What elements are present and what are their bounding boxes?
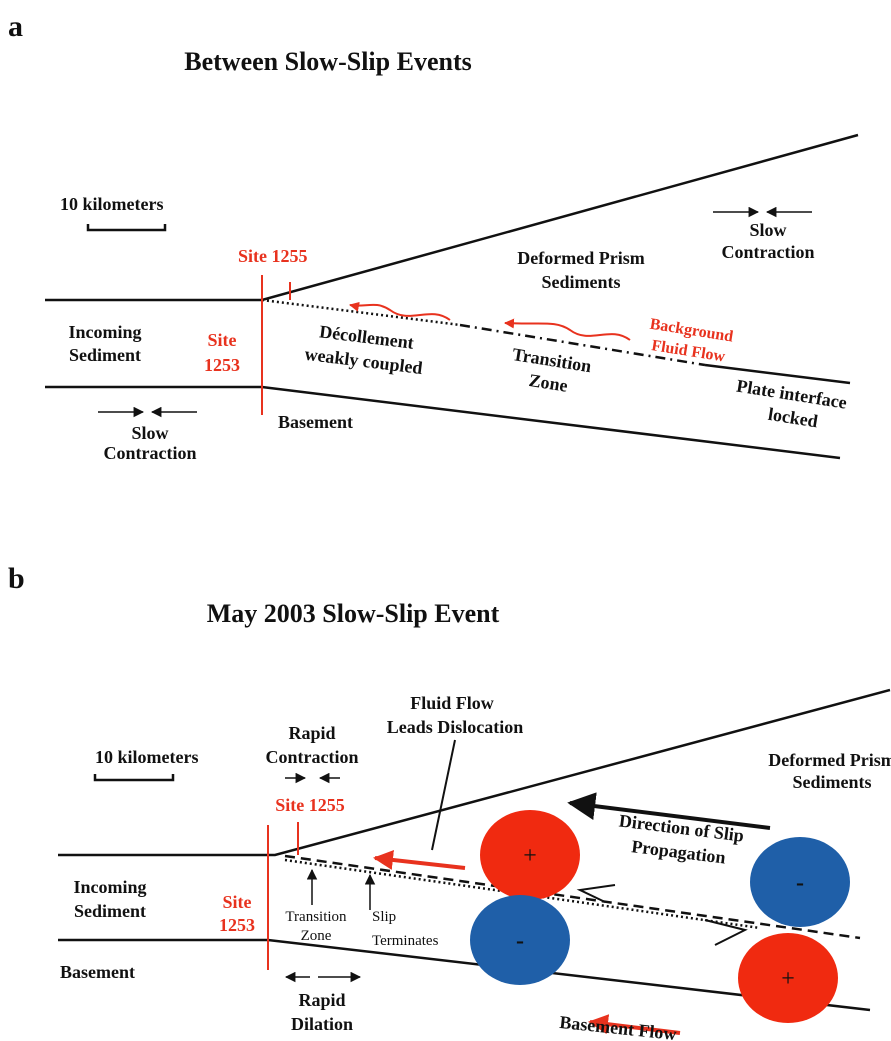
label: Slow [131, 423, 168, 443]
label: Contraction [104, 443, 197, 463]
label: Transition [285, 909, 347, 925]
panel-label: b [8, 562, 25, 595]
site: Site [223, 892, 252, 912]
label: Sediments [792, 772, 871, 792]
label: Zone [301, 928, 332, 944]
label: Rapid [298, 990, 345, 1010]
label: Zone [527, 370, 569, 396]
label: Deformed Prism [517, 248, 644, 268]
scale: 10 kilometers [60, 194, 163, 214]
scale: 10 kilometers [95, 747, 198, 767]
label: Incoming [73, 877, 146, 897]
title: Between Slow-Slip Events [184, 47, 471, 76]
sign: - [516, 928, 524, 954]
label: Basement Flow [559, 1012, 678, 1041]
label: Dilation [291, 1014, 353, 1034]
site: Site [208, 330, 237, 350]
label: Contraction [266, 747, 359, 767]
label: Basement [60, 962, 135, 982]
label: locked [767, 404, 820, 432]
label: Slow [749, 220, 786, 240]
site: 1253 [219, 915, 255, 935]
label: Sediment [69, 345, 141, 365]
label: Transition [511, 344, 593, 376]
label: Terminates [372, 933, 439, 949]
label: Rapid [288, 723, 335, 743]
label: Leads Dislocation [387, 717, 524, 737]
label: Contraction [722, 242, 815, 262]
title: May 2003 Slow-Slip Event [207, 599, 500, 628]
site: Site 1255 [238, 246, 308, 266]
label: Deformed Prism [768, 750, 891, 770]
label: Incoming [68, 322, 141, 342]
panel-b-red [268, 810, 850, 1033]
label: Sediment [74, 901, 146, 921]
site: 1253 [204, 355, 240, 375]
site: Site 1255 [275, 795, 345, 815]
panel-label: a [8, 10, 23, 43]
label: Basement [278, 412, 353, 432]
label: Sediments [541, 272, 620, 292]
panel-a-lines [45, 135, 858, 458]
diagram: a Between Slow-Slip Events 10 kilometers… [0, 0, 891, 1041]
sign: - [796, 870, 804, 896]
sign: + [523, 843, 537, 869]
label: Fluid Flow [410, 693, 494, 713]
sign: + [781, 966, 795, 992]
label: Slip [372, 909, 396, 925]
